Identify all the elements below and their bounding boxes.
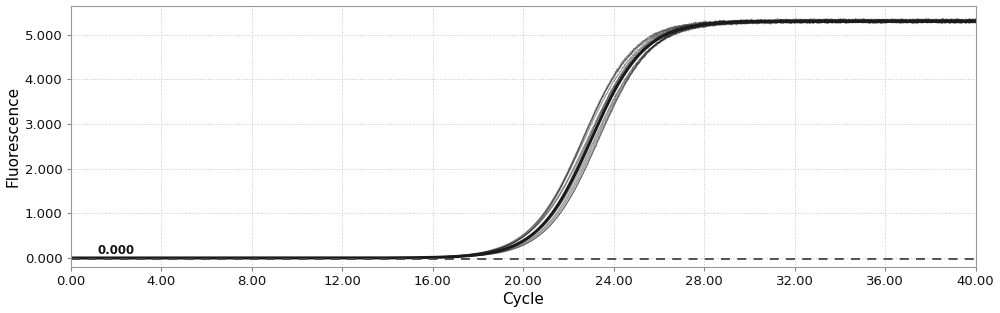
Y-axis label: Fluorescence: Fluorescence	[6, 86, 21, 187]
Text: 0.000: 0.000	[98, 244, 135, 257]
X-axis label: Cycle: Cycle	[502, 292, 544, 307]
